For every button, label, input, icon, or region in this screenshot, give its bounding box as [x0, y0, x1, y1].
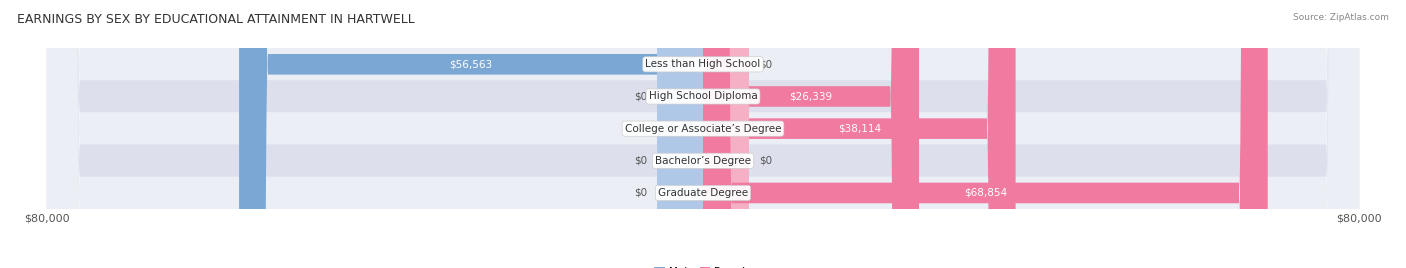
Text: $0: $0 [634, 188, 647, 198]
Text: College or Associate’s Degree: College or Associate’s Degree [624, 124, 782, 134]
Text: High School Diploma: High School Diploma [648, 91, 758, 102]
Text: $38,114: $38,114 [838, 124, 882, 134]
Text: Less than High School: Less than High School [645, 59, 761, 69]
Text: $56,563: $56,563 [450, 59, 492, 69]
Text: $26,339: $26,339 [789, 91, 832, 102]
FancyBboxPatch shape [703, 0, 1015, 268]
FancyBboxPatch shape [46, 0, 1360, 268]
FancyBboxPatch shape [703, 0, 749, 268]
Text: Source: ZipAtlas.com: Source: ZipAtlas.com [1294, 13, 1389, 23]
FancyBboxPatch shape [46, 0, 1360, 268]
FancyBboxPatch shape [239, 0, 703, 268]
FancyBboxPatch shape [657, 0, 703, 268]
Text: $0: $0 [634, 156, 647, 166]
Text: EARNINGS BY SEX BY EDUCATIONAL ATTAINMENT IN HARTWELL: EARNINGS BY SEX BY EDUCATIONAL ATTAINMEN… [17, 13, 415, 27]
Text: $0: $0 [759, 59, 772, 69]
FancyBboxPatch shape [46, 0, 1360, 268]
FancyBboxPatch shape [703, 0, 1268, 268]
Text: Graduate Degree: Graduate Degree [658, 188, 748, 198]
FancyBboxPatch shape [657, 0, 703, 268]
Text: $0: $0 [634, 124, 647, 134]
Text: $0: $0 [759, 156, 772, 166]
Text: $68,854: $68,854 [963, 188, 1007, 198]
FancyBboxPatch shape [703, 0, 920, 268]
FancyBboxPatch shape [46, 0, 1360, 268]
FancyBboxPatch shape [46, 0, 1360, 268]
Text: $0: $0 [634, 91, 647, 102]
FancyBboxPatch shape [703, 0, 749, 268]
FancyBboxPatch shape [657, 0, 703, 268]
Text: Bachelor’s Degree: Bachelor’s Degree [655, 156, 751, 166]
FancyBboxPatch shape [657, 0, 703, 268]
Legend: Male, Female: Male, Female [650, 263, 756, 268]
